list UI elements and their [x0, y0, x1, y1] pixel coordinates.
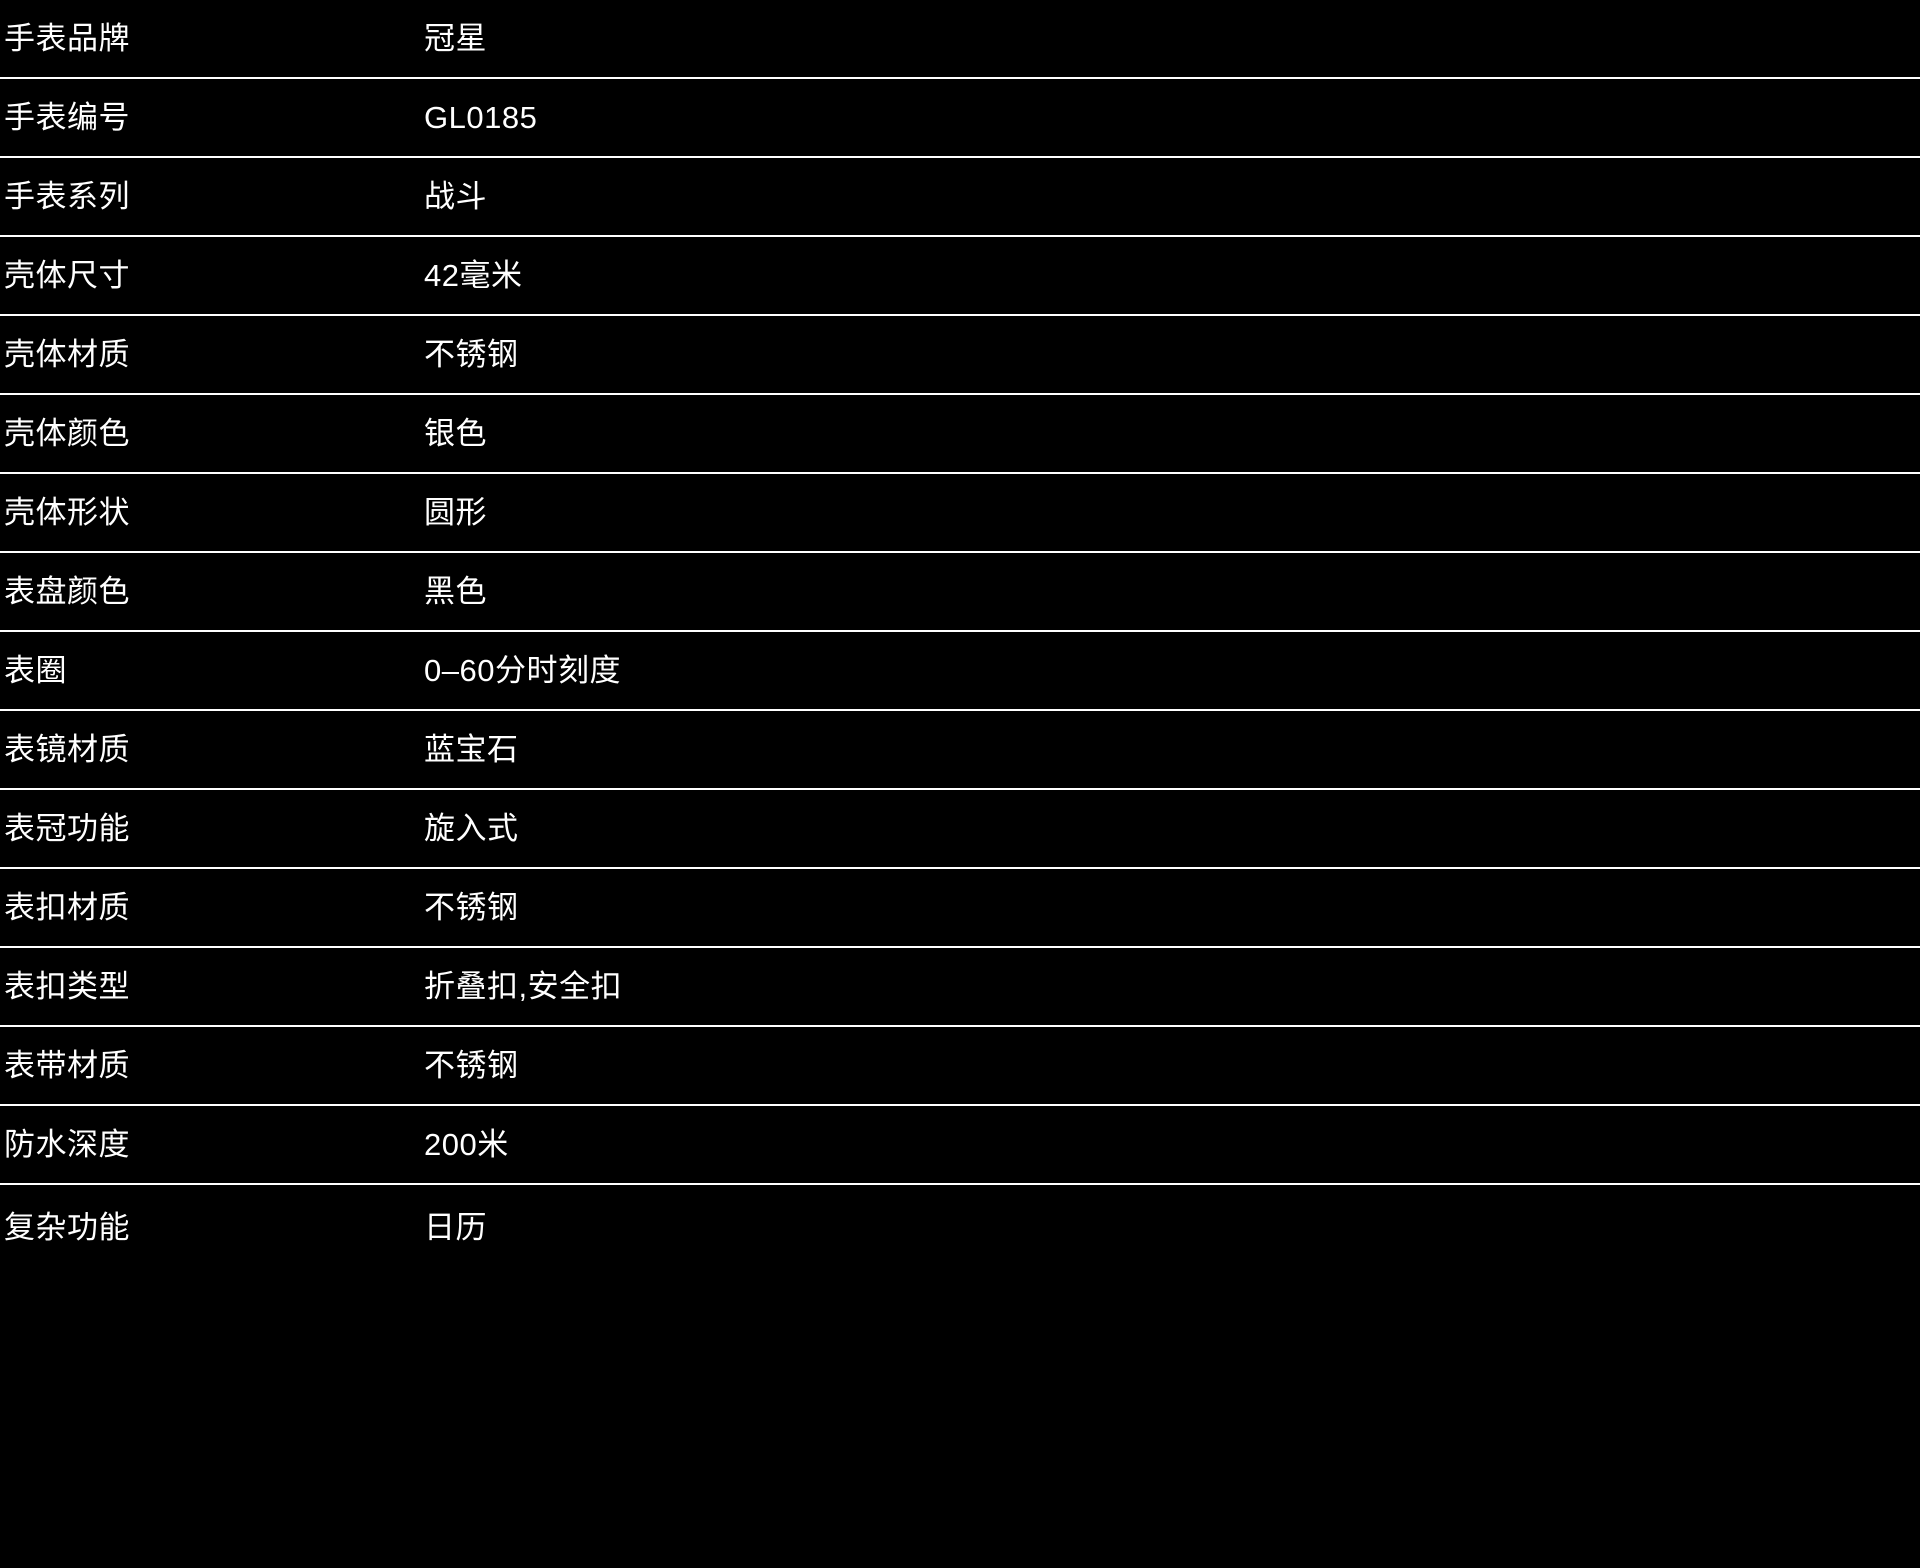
spec-value: 旋入式	[424, 810, 519, 846]
table-row: 壳体材质 不锈钢	[0, 316, 1920, 395]
table-row: 表扣类型 折叠扣,安全扣	[0, 948, 1920, 1027]
table-row: 手表编号 GL0185	[0, 79, 1920, 158]
spec-label: 表冠功能	[4, 810, 130, 846]
watch-specification-table: 手表品牌 冠星 手表编号 GL0185 手表系列 战斗 壳体尺寸 42毫米 壳体材质 不锈钢 壳体颜…	[0, 0, 1920, 1271]
spec-value: 折叠扣,安全扣	[424, 968, 623, 1004]
spec-value: 蓝宝石	[424, 731, 519, 767]
spec-label: 壳体尺寸	[4, 257, 130, 293]
spec-label: 防水深度	[4, 1126, 130, 1162]
spec-value: GL0185	[424, 99, 538, 135]
spec-label: 表盘颜色	[4, 573, 130, 609]
spec-value: 不锈钢	[424, 1047, 519, 1083]
table-row: 壳体尺寸 42毫米	[0, 237, 1920, 316]
spec-value: 200米	[424, 1126, 509, 1162]
spec-label: 表镜材质	[4, 731, 130, 767]
spec-label: 壳体颜色	[4, 415, 130, 451]
spec-label: 表扣类型	[4, 968, 130, 1004]
spec-label: 手表编号	[4, 99, 130, 135]
spec-label: 壳体形状	[4, 494, 130, 530]
table-row: 手表系列 战斗	[0, 158, 1920, 237]
table-row: 表圈 0–60分时刻度	[0, 632, 1920, 711]
table-row: 表带材质 不锈钢	[0, 1027, 1920, 1106]
table-row: 表镜材质 蓝宝石	[0, 711, 1920, 790]
spec-value: 圆形	[424, 494, 487, 530]
spec-value: 不锈钢	[424, 889, 519, 925]
spec-value: 黑色	[424, 573, 487, 609]
spec-label: 手表品牌	[4, 20, 130, 56]
table-row: 壳体形状 圆形	[0, 474, 1920, 553]
spec-value: 0–60分时刻度	[424, 652, 621, 688]
spec-value: 战斗	[424, 178, 487, 214]
table-row: 复杂功能 日历	[0, 1185, 1920, 1271]
table-row: 防水深度 200米	[0, 1106, 1920, 1185]
spec-label: 表带材质	[4, 1047, 130, 1083]
spec-value: 银色	[424, 415, 487, 451]
spec-label: 手表系列	[4, 178, 130, 214]
spec-label: 表扣材质	[4, 889, 130, 925]
spec-value: 不锈钢	[424, 336, 519, 372]
spec-value: 冠星	[424, 20, 487, 56]
spec-value: 42毫米	[424, 257, 523, 293]
spec-label: 壳体材质	[4, 336, 130, 372]
table-row: 表扣材质 不锈钢	[0, 869, 1920, 948]
spec-label: 复杂功能	[4, 1210, 130, 1246]
spec-label: 表圈	[4, 652, 67, 688]
spec-value: 日历	[424, 1210, 487, 1246]
table-row: 壳体颜色 银色	[0, 395, 1920, 474]
table-row: 表盘颜色 黑色	[0, 553, 1920, 632]
table-row: 表冠功能 旋入式	[0, 790, 1920, 869]
table-row: 手表品牌 冠星	[0, 0, 1920, 79]
